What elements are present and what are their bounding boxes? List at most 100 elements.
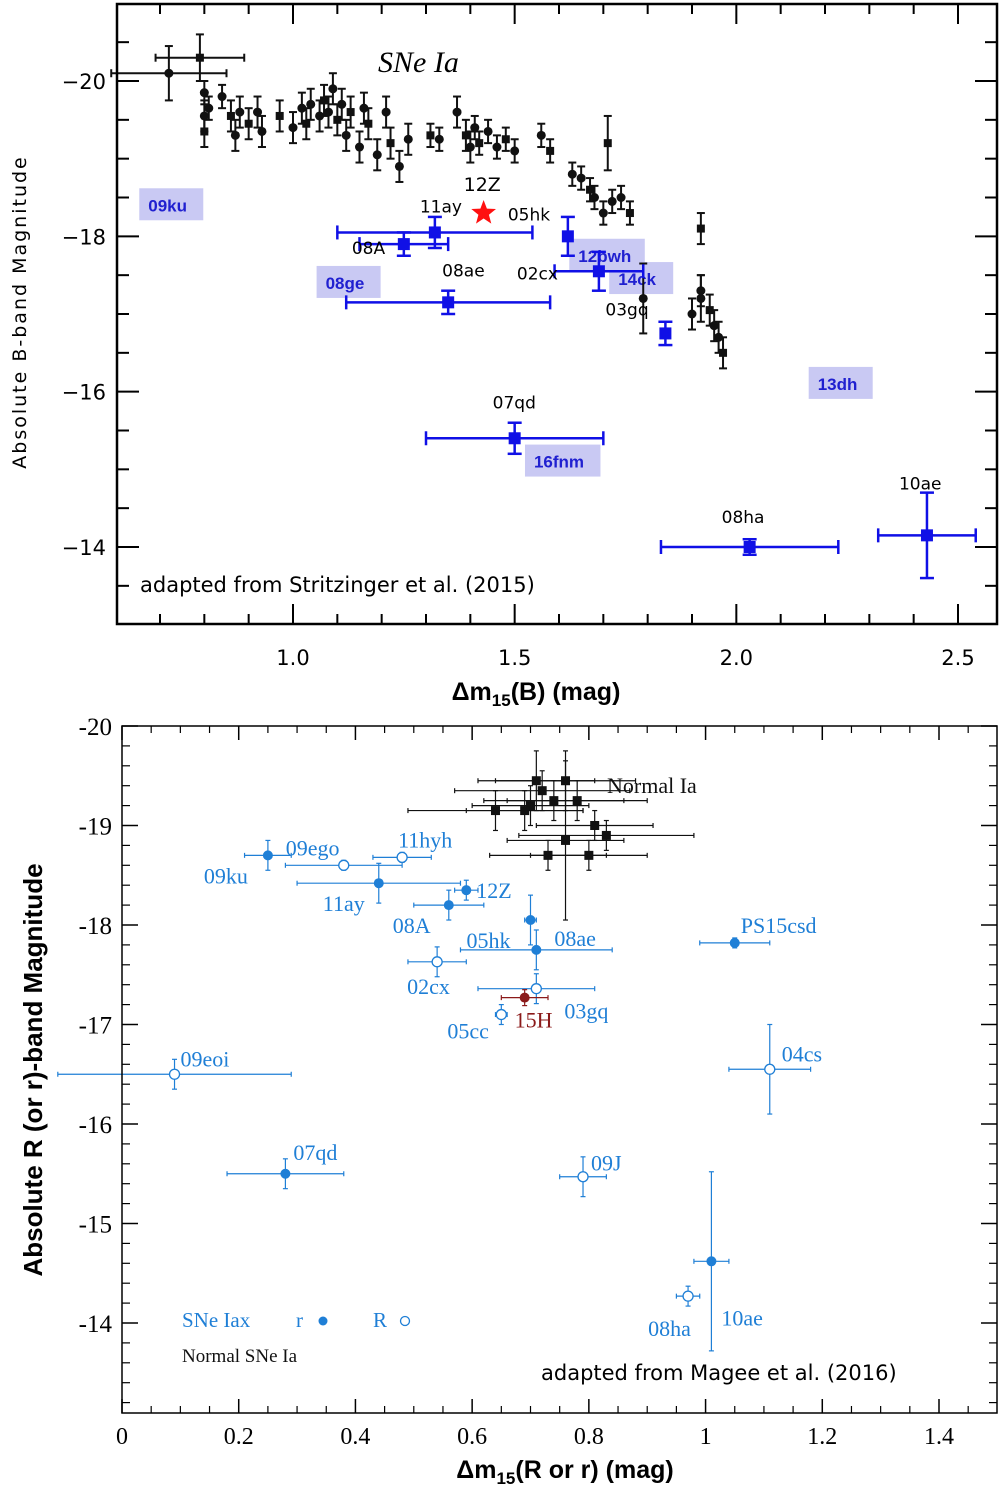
top-normal-circle-marker	[355, 142, 364, 152]
normal-ia-label: Normal Ia	[607, 773, 697, 798]
bottom-x-tick-label: 0.4	[340, 1424, 370, 1450]
bottom-iax-label: 11ay	[323, 891, 365, 916]
highlight-label: 09ku	[148, 196, 187, 215]
bottom-markers	[168, 776, 776, 1302]
bottom-iax-r-filled-circle	[280, 1168, 291, 1179]
top-normal-square-marker	[200, 127, 209, 136]
bottom-normal-square-marker	[543, 850, 553, 860]
top-normal-circle-marker	[403, 134, 413, 144]
top-x-tick-label: 2.5	[941, 646, 974, 670]
bottom-iax-label: 12Z	[476, 878, 511, 903]
top-normal-circle-marker	[714, 332, 724, 342]
top-iax-label: 08ha	[722, 508, 765, 528]
bottom-iax-R-open-circle	[577, 1171, 589, 1183]
bottom-point-labels: 09ku 11ay 12Z 08A 05hk 08ae PS15csd 07qd 10ae 09e…	[181, 827, 823, 1341]
bottom-x-tick-label: 1	[700, 1424, 712, 1450]
top-normal-circle-marker	[235, 107, 245, 117]
top-normal-circle-marker	[217, 92, 227, 102]
top-normal-circle-marker	[567, 169, 577, 179]
highlight-label: 08ge	[326, 274, 365, 293]
top-normal-circle-marker	[315, 111, 325, 121]
top-normal-square-marker	[364, 119, 373, 128]
top-normal-circle-marker	[337, 99, 347, 109]
top-normal-square-marker	[586, 185, 595, 194]
highlight-box	[316, 265, 381, 298]
top-iax-square-marker	[397, 238, 410, 251]
top-markers	[164, 53, 933, 553]
top-normal-square-marker	[705, 306, 714, 315]
top-credit: adapted from Stritzinger et al. (2015)	[140, 573, 535, 597]
top-normal-circle-marker	[253, 107, 263, 117]
legend-r-label: r	[296, 1308, 303, 1332]
bottom-normal-square-marker	[561, 776, 571, 786]
bottom-iax-r-filled-circle	[531, 944, 542, 955]
bottom-normal-square-marker	[537, 786, 547, 796]
top-normal-circle-marker	[470, 123, 480, 133]
bottom-iax-R-open-circle	[168, 1068, 181, 1080]
top-axis-ticks: 1.0 1.5 2.0 2.5 −20 −18 −16 −14	[62, 4, 997, 670]
bottom-iax-label: 05hk	[467, 928, 511, 953]
top-normal-circle-marker	[199, 111, 209, 121]
top-iax-label: 07qd	[493, 393, 536, 413]
top-normal-circle-marker	[687, 309, 697, 319]
bottom-normal-square-marker	[584, 850, 594, 860]
top-iax-square-marker	[592, 265, 605, 278]
top-iax-square-marker	[743, 541, 756, 553]
bottom-y-tick-label: -20	[79, 714, 112, 741]
top-x-tick-label: 1.5	[498, 646, 531, 670]
bottom-iax-r-filled-circle	[461, 885, 472, 896]
bottom-iax-R-open-circle	[682, 1290, 694, 1302]
bottom-iax-R-open-circle	[396, 851, 408, 863]
highlight-label: 12bwh	[578, 247, 631, 266]
bottom-chart: 09ku 11ay 12Z 08A 05hk 08ae PS15csd 07qd 10ae 09e…	[18, 714, 998, 1487]
top-normal-square-marker	[501, 135, 510, 144]
bottom-15h-label: 15H	[515, 1008, 553, 1033]
bottom-x-tick-label: 1.4	[924, 1424, 954, 1450]
top-normal-circle-marker	[598, 208, 608, 218]
legend-filled-circle-marker	[318, 1316, 328, 1326]
top-normal-square-marker	[475, 139, 484, 148]
top-normal-square-marker	[346, 108, 355, 117]
bottom-normal-square-marker	[601, 830, 611, 840]
bottom-plot-frame	[121, 725, 998, 1414]
bottom-y-tick-label: -18	[79, 913, 112, 940]
top-chart: 09ku 08ge 12bwh 14ck 13dh 16fnm 08A 11ay 08ae 05…	[9, 2, 999, 710]
highlight-box	[609, 262, 674, 295]
top-normal-circle-marker	[288, 123, 298, 133]
top-normal-circle-marker	[341, 130, 351, 140]
top-normal-circle-marker	[709, 321, 719, 331]
bottom-normal-square-marker	[531, 776, 541, 786]
top-iax-square-marker	[561, 230, 574, 243]
top-iax-square-marker	[920, 529, 933, 542]
top-normal-circle-marker	[306, 99, 316, 109]
bottom-iax-label: 08ae	[554, 926, 596, 951]
top-normal-square-marker	[386, 139, 395, 148]
top-iax-square-marker	[659, 327, 672, 340]
top-x-tick-label: 1.0	[276, 646, 309, 670]
top-iax-square-marker	[428, 226, 441, 239]
top-plot-frame	[115, 2, 999, 626]
bottom-iax-R-open-circle	[431, 956, 443, 968]
bottom-normal-square-marker	[572, 796, 582, 806]
top-normal-circle-marker	[492, 142, 502, 152]
bottom-iax-r-filled-circle	[706, 1256, 717, 1267]
top-normal-square-marker	[244, 119, 253, 128]
bottom-iax-label: 09ego	[286, 835, 340, 860]
top-iax-label: 03gq	[605, 300, 648, 320]
top-iax-label: 08ae	[442, 261, 485, 281]
bottom-y-tick-label: -17	[79, 1013, 112, 1040]
top-normal-circle-marker	[394, 161, 404, 171]
top-iax-square-marker	[508, 432, 521, 445]
top-x-tick-label: 2.0	[720, 646, 753, 670]
bottom-iax-label: 04cs	[782, 1041, 822, 1066]
legend-open-circle-marker	[399, 1315, 411, 1327]
bottom-iax-label: 02cx	[407, 974, 450, 999]
top-normal-square-marker	[226, 111, 235, 120]
top-normal-square-marker	[195, 53, 204, 62]
bottom-iax-label: PS15csd	[741, 913, 817, 938]
top-x-axis-label: Δm15(B) (mag)	[452, 678, 621, 710]
top-normal-square-marker	[275, 111, 284, 120]
highlight-label: 13dh	[818, 375, 858, 394]
top-normal-circle-marker	[483, 126, 493, 136]
top-normal-circle-marker	[359, 103, 369, 113]
